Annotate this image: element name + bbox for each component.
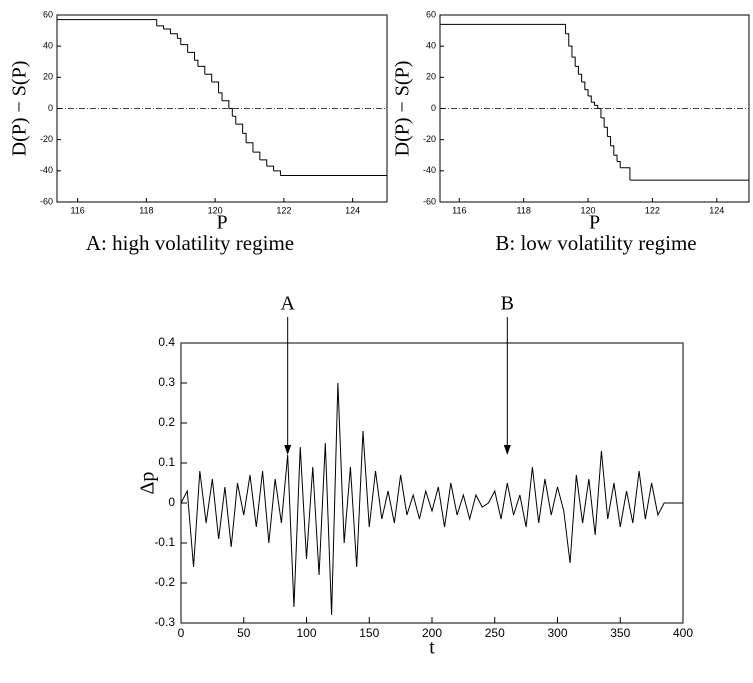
x-tick-label: 250 xyxy=(485,626,505,640)
annotation-label: A xyxy=(280,293,295,315)
y-tick-label: -20 xyxy=(423,134,436,144)
step-segment xyxy=(594,104,599,109)
x-tick-label: 118 xyxy=(517,205,531,215)
y-tick-label: -0.1 xyxy=(154,535,175,549)
step-segment xyxy=(597,108,602,118)
step-segment xyxy=(187,51,195,61)
y-tick-label: 60 xyxy=(43,9,53,19)
step-segment xyxy=(610,145,615,156)
y-axis-label: Δp xyxy=(137,472,159,495)
y-tick-label: 40 xyxy=(43,41,53,51)
caption: B: low volatility regime xyxy=(495,231,696,255)
step-segment xyxy=(252,151,261,160)
step-segment xyxy=(617,160,621,168)
step-segment xyxy=(620,167,631,181)
step-segment xyxy=(259,159,268,167)
plot-frame xyxy=(180,342,684,624)
annotation-arrowhead xyxy=(284,445,292,455)
step-segment xyxy=(57,19,158,26)
annotation-arrowhead xyxy=(503,445,511,455)
x-tick-label: 122 xyxy=(645,205,660,215)
step-segment xyxy=(246,142,254,153)
step-segment xyxy=(581,81,586,90)
x-tick-label: 100 xyxy=(296,626,316,640)
y-tick-label: -40 xyxy=(40,165,53,175)
y-tick-label: 20 xyxy=(43,72,53,82)
step-segment xyxy=(197,65,206,75)
y-tick-label: -60 xyxy=(423,196,436,206)
y-tick-label: -60 xyxy=(40,196,53,206)
x-tick-label: 300 xyxy=(547,626,567,640)
x-tick-label: 122 xyxy=(276,205,291,215)
step-segment xyxy=(575,65,579,75)
step-segment xyxy=(232,115,237,125)
step-segment xyxy=(242,132,247,143)
x-tick-label: 350 xyxy=(610,626,630,640)
x-tick-label: 116 xyxy=(70,205,84,215)
x-axis-label: P xyxy=(589,212,600,234)
step-segment xyxy=(177,37,182,45)
y-axis-label: D(P) − S(P) xyxy=(392,61,414,157)
step-segment xyxy=(440,23,567,34)
step-segment xyxy=(218,92,223,101)
x-tick-label: 0 xyxy=(178,626,185,640)
x-tick-label: 50 xyxy=(237,626,251,640)
x-tick-label: 120 xyxy=(208,205,223,215)
step-segment xyxy=(591,101,595,106)
step-segment xyxy=(211,81,220,93)
step-segment xyxy=(571,56,576,67)
y-tick-label: 0 xyxy=(48,103,53,113)
step-segment xyxy=(613,154,618,162)
x-tick-label: 124 xyxy=(345,205,360,215)
y-tick-label: -40 xyxy=(423,165,436,175)
step-segment xyxy=(588,95,592,103)
y-tick-label: 20 xyxy=(426,72,436,82)
step-segment xyxy=(235,123,244,134)
step-segment xyxy=(273,170,281,176)
x-tick-label: 400 xyxy=(673,626,693,640)
y-tick-label: 0 xyxy=(168,495,175,509)
annotation-label: B xyxy=(501,293,514,315)
x-axis-label: P xyxy=(216,212,227,234)
y-tick-label: 0.3 xyxy=(158,375,175,389)
y-tick-label: 0 xyxy=(431,103,436,113)
data-line xyxy=(180,382,683,616)
y-tick-label: -0.3 xyxy=(154,615,175,629)
step-segment xyxy=(266,165,275,171)
step-segment xyxy=(204,73,213,83)
x-tick-label: 124 xyxy=(709,205,724,215)
step-segment xyxy=(222,100,230,109)
step-segment xyxy=(170,33,178,39)
step-segment xyxy=(607,136,612,146)
step-segment xyxy=(584,89,589,97)
x-tick-label: 150 xyxy=(359,626,379,640)
y-tick-label: -20 xyxy=(40,134,53,144)
step-segment xyxy=(565,33,570,47)
step-segment xyxy=(163,28,171,34)
step-segment xyxy=(180,44,189,53)
y-tick-label: 0.2 xyxy=(158,415,175,429)
step-segment xyxy=(604,126,608,137)
x-tick-label: 118 xyxy=(139,205,153,215)
step-segment xyxy=(568,45,573,58)
y-tick-label: 40 xyxy=(426,41,436,51)
x-tick-label: 120 xyxy=(581,205,596,215)
step-segment xyxy=(228,108,233,117)
y-tick-label: 0.1 xyxy=(158,455,175,469)
y-tick-label: -0.2 xyxy=(154,575,175,589)
x-axis-label: t xyxy=(429,637,435,659)
y-tick-label: 0.4 xyxy=(158,335,175,349)
y-axis-label: D(P) − S(P) xyxy=(9,61,31,157)
x-tick-label: 200 xyxy=(422,626,442,640)
step-segment xyxy=(194,59,199,67)
caption: A: high volatility regime xyxy=(86,231,294,255)
step-segment xyxy=(578,73,583,83)
x-tick-label: 116 xyxy=(452,205,466,215)
y-tick-label: 60 xyxy=(426,9,436,19)
step-segment xyxy=(156,25,165,30)
step-segment xyxy=(600,117,605,128)
